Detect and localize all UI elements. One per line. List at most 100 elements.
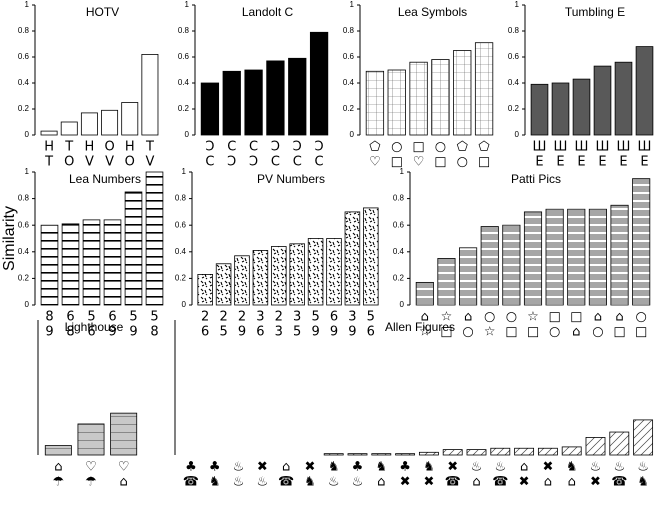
x-tick-label: 5 <box>129 310 137 325</box>
x-tick-label: 6 <box>256 325 264 340</box>
x-tick-label: 2 <box>219 310 227 325</box>
bar <box>244 69 263 136</box>
x-tick-label: ☎ <box>445 475 461 490</box>
x-tick-label: C <box>249 140 258 155</box>
bar <box>490 447 511 456</box>
x-tick-label: ♡ <box>413 155 425 170</box>
bar <box>523 211 543 306</box>
bar <box>124 191 143 306</box>
x-tick-label: 5 <box>367 310 375 325</box>
bar <box>567 208 586 306</box>
x-tick-label: □ <box>613 325 625 340</box>
y-tick-label: 0.2 <box>508 104 520 113</box>
x-tick-label: ♨ <box>328 475 340 490</box>
x-tick-label: ✖ <box>257 460 268 475</box>
y-tick-label: 0.2 <box>343 104 355 113</box>
x-tick-label: O <box>125 155 135 170</box>
x-tick-label: ⌂ <box>544 475 552 490</box>
bar <box>561 446 582 456</box>
x-tick-label: E <box>640 155 648 170</box>
x-tick-label: ○ <box>636 310 647 325</box>
y-tick-label: 0.4 <box>18 78 30 87</box>
x-tick-label: ○ <box>435 140 446 155</box>
x-tick-label: C <box>271 155 280 170</box>
x-tick-label: 9 <box>330 325 338 340</box>
x-tick-label: ✖ <box>400 475 411 490</box>
bar <box>431 59 450 136</box>
x-tick-label: ♞ <box>423 460 435 475</box>
x-tick-label: ♡ <box>369 155 381 170</box>
bar <box>347 453 368 456</box>
y-tick-label: 0.6 <box>508 52 520 61</box>
x-tick-label: ⌂ <box>572 325 580 340</box>
x-tick-label: ○ <box>391 140 402 155</box>
x-tick-label: □ <box>434 155 446 170</box>
x-tick-label: ⬠ <box>457 140 469 155</box>
y-tick-label: 0.8 <box>343 26 355 35</box>
y-tick-label: 0.4 <box>175 247 187 256</box>
x-tick-label: 3 <box>293 310 301 325</box>
x-tick-label: ☎ <box>278 475 294 490</box>
x-tick-label: 8 <box>45 310 53 325</box>
x-tick-label: Ͻ <box>205 140 214 155</box>
x-tick-label: ♨ <box>637 460 649 475</box>
chart-title: Landolt C <box>242 5 294 19</box>
x-tick-label: Ш <box>533 140 547 155</box>
x-tick-label: ♞ <box>637 475 649 490</box>
x-tick-label: T <box>145 140 154 155</box>
x-tick-label: ♣ <box>185 460 197 475</box>
x-tick-label: Ͻ <box>227 155 236 170</box>
x-tick-label: □ <box>548 310 560 325</box>
x-tick-label: Ш <box>575 140 589 155</box>
y-tick-label: 0 <box>400 300 405 309</box>
bar <box>609 431 630 456</box>
x-tick-label: ☆ <box>484 325 496 340</box>
bar <box>593 65 612 136</box>
x-tick-label: 9 <box>348 325 356 340</box>
x-tick-label: ○ <box>549 325 560 340</box>
bar <box>474 42 494 136</box>
bar <box>82 219 101 306</box>
bar <box>60 121 78 136</box>
x-tick-label: ♣ <box>209 460 221 475</box>
chart-title: Lea Symbols <box>398 5 467 19</box>
y-tick-label: 0.6 <box>18 220 30 229</box>
x-tick-label: ⌂ <box>54 460 62 475</box>
x-tick-label: □ <box>570 310 582 325</box>
bar <box>145 171 164 306</box>
x-tick-label: ☎ <box>492 475 508 490</box>
x-tick-label: ⌂ <box>520 460 528 475</box>
bar <box>409 61 428 136</box>
x-tick-label: V <box>145 155 154 170</box>
x-tick-label: ♨ <box>590 460 602 475</box>
bar <box>418 451 439 456</box>
bar <box>371 453 392 456</box>
bar <box>197 274 213 306</box>
y-tick-label: 0 <box>25 130 30 139</box>
bar <box>307 238 324 306</box>
x-tick-label: ✖ <box>590 475 601 490</box>
bar <box>44 445 72 456</box>
x-tick-label: ⌂ <box>594 310 602 325</box>
y-tick-label: 0.8 <box>393 194 405 203</box>
bar <box>326 238 342 306</box>
bar <box>215 263 232 306</box>
x-tick-label: 8 <box>66 325 74 340</box>
x-tick-label: ♞ <box>375 460 387 475</box>
y-tick-label: 0.6 <box>175 220 187 229</box>
x-tick-label: ♨ <box>352 475 364 490</box>
bar <box>466 449 487 456</box>
bar <box>387 69 406 136</box>
bar <box>234 255 250 306</box>
x-tick-label: 9 <box>311 325 319 340</box>
bar <box>395 453 416 456</box>
y-tick-label: 0.4 <box>18 247 30 256</box>
x-tick-label: □ <box>412 140 424 155</box>
y-tick-label: 0 <box>185 130 190 139</box>
x-tick-label: ♨ <box>256 475 268 490</box>
x-tick-label: 2 <box>275 310 283 325</box>
x-tick-label: ♞ <box>209 475 221 490</box>
x-tick-label: ⌂ <box>377 475 385 490</box>
x-tick-label: ♡ <box>85 460 97 475</box>
